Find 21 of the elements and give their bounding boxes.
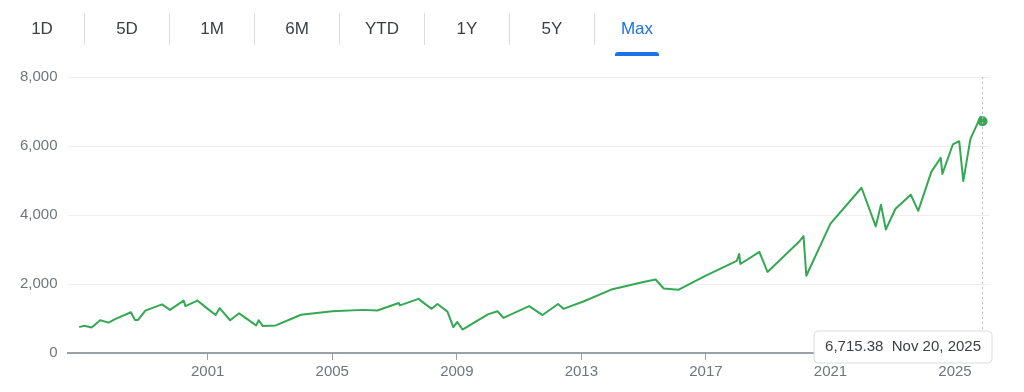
x-tick-label: 2025 xyxy=(938,362,972,380)
text: Max xyxy=(620,19,654,38)
text: 6M xyxy=(285,19,309,38)
annotation: 6,715.38 Nov 20, 2025 xyxy=(825,337,982,355)
text: 5D xyxy=(116,19,138,38)
y-tick-label: 4,000 xyxy=(19,205,58,223)
y-tick-label: 8,000 xyxy=(19,67,58,85)
text: YTD xyxy=(365,19,399,38)
text: 5Y xyxy=(541,19,563,38)
x-tick-label: 2005 xyxy=(315,362,349,380)
text: 1Y xyxy=(456,19,478,38)
x-tick-label: 2021 xyxy=(813,362,848,380)
text: 1M xyxy=(200,19,224,38)
x-tick-label: 2017 xyxy=(689,362,723,380)
x-tick-label: 2001 xyxy=(191,362,225,380)
x-tick-label: 2009 xyxy=(440,362,474,380)
text: 1D xyxy=(31,19,53,38)
y-tick-label: 6,000 xyxy=(19,136,58,154)
y-tick-label: 0 xyxy=(49,343,58,361)
x-tick-label: 2013 xyxy=(564,362,599,380)
y-tick-label: 2,000 xyxy=(19,274,58,292)
